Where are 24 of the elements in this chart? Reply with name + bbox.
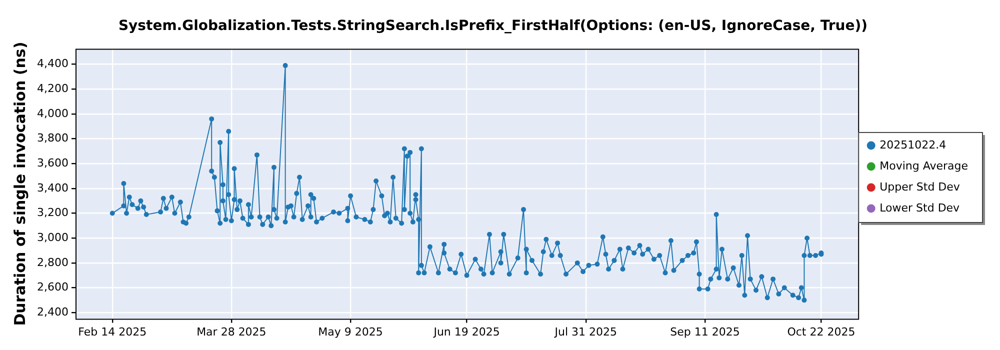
x-tick-label: Mar 28 2025 xyxy=(196,325,266,338)
x-tick-label: Jul 31 2025 xyxy=(554,325,618,338)
legend-label: Upper Std Dev xyxy=(880,180,960,194)
chart-title: System.Globalization.Tests.StringSearch.IsPrefix_FirstHalf(Options: (en-US, IgnoreCase, True)) xyxy=(118,18,868,34)
x-tick-label: Feb 14 2025 xyxy=(78,325,147,338)
y-tick-label: 2,800 xyxy=(36,256,68,269)
x-tick-label: May 9 2025 xyxy=(318,325,383,338)
x-tick-label: Oct 22 2025 xyxy=(787,325,856,338)
y-axis-title: Duration of single invocation (ns) xyxy=(10,42,29,326)
y-tick-label: 3,200 xyxy=(36,206,68,220)
y-tick-label: 4,000 xyxy=(36,106,68,120)
y-tick-label: 4,200 xyxy=(36,82,68,96)
legend-label: Moving Average xyxy=(880,159,968,172)
legend-label: Lower Std Dev xyxy=(880,201,960,214)
x-tick-label: Jun 19 2025 xyxy=(432,325,500,338)
y-tick-label: 3,800 xyxy=(36,132,68,145)
y-tick-label: 2,400 xyxy=(36,305,68,318)
y-tick-label: 4,400 xyxy=(36,57,68,70)
y-tick-label: 2,600 xyxy=(36,280,68,294)
legend-label: 20251022.4 xyxy=(880,138,946,152)
x-tick-label: Sep 11 2025 xyxy=(670,325,740,338)
y-tick-label: 3,400 xyxy=(36,181,68,194)
y-tick-label: 3,000 xyxy=(36,230,68,244)
y-tick-label: 3,600 xyxy=(36,156,68,170)
